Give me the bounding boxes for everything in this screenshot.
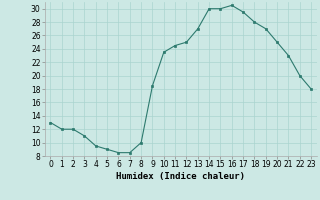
X-axis label: Humidex (Indice chaleur): Humidex (Indice chaleur)	[116, 172, 245, 181]
